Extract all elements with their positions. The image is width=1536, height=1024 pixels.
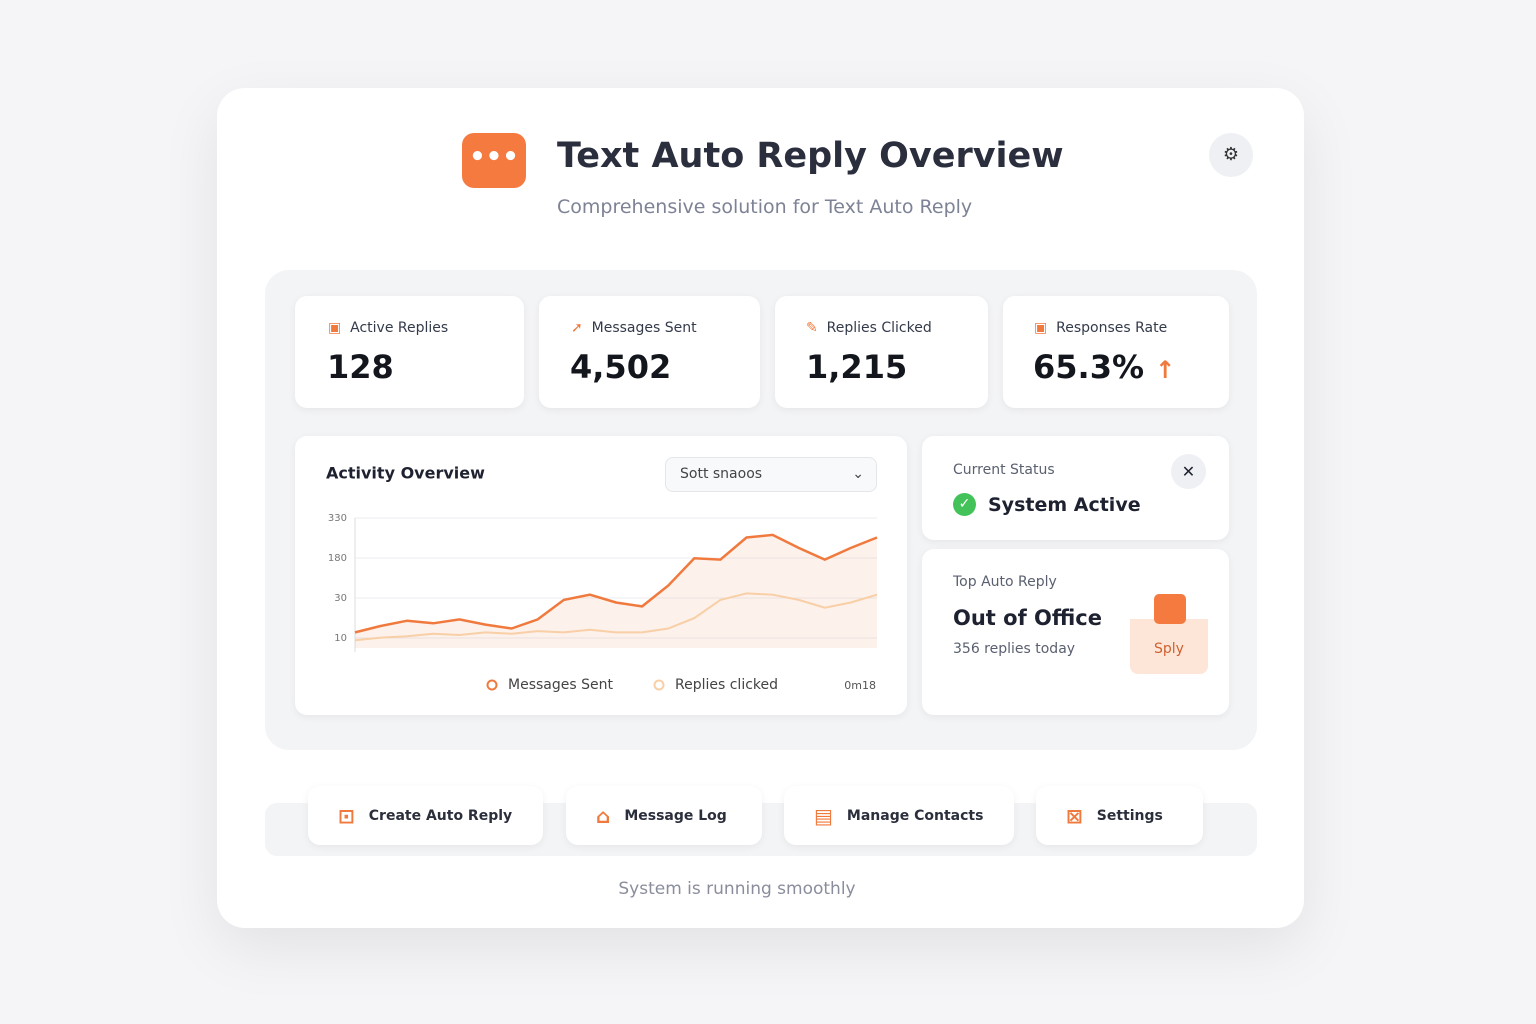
stat-label: ▣ Active Replies [328, 320, 449, 336]
stat-label-text: Replies Clicked [826, 320, 932, 336]
envelope-icon [1154, 594, 1186, 624]
action-button[interactable]: ▤ Manage Contacts [784, 786, 1014, 845]
stat-value: 1,215 [806, 348, 908, 386]
stat-label: ▣ Responses Rate [1034, 320, 1168, 336]
page-title: Text Auto Reply Overview [557, 136, 1064, 176]
action-button[interactable]: ⊡ Create Auto Reply [308, 786, 543, 845]
top-reply-card: Top Auto Reply Out of Office 356 replies… [922, 549, 1229, 715]
stat-label-text: Responses Rate [1056, 320, 1168, 336]
chart-title: Activity Overview [326, 464, 485, 483]
stat-value: 128 [327, 348, 394, 386]
stat-label: ✎ Replies Clicked [806, 320, 932, 336]
page-subtitle: Comprehensive solution for Text Auto Rep… [557, 196, 973, 218]
legend-label: Replies clicked [675, 677, 778, 693]
status-label: Current Status [953, 462, 1055, 478]
legend-swatch [486, 679, 498, 691]
y-tick-label: 180 [328, 553, 347, 564]
top-reply-subtitle: 356 replies today [953, 641, 1076, 657]
stat-label: ➚ Messages Sent [571, 320, 697, 336]
y-tick-label: 30 [334, 593, 347, 604]
stat-card: ▣ Responses Rate 65.3% ↑ [1003, 296, 1229, 408]
chart-footnote: 0m18 [844, 679, 876, 692]
action-button[interactable]: ⊠ Settings [1036, 786, 1203, 845]
close-button[interactable]: ✕ [1171, 454, 1206, 489]
app-icon: ••• [462, 133, 526, 188]
y-tick-label: 10 [334, 633, 347, 644]
stat-label-text: Messages Sent [591, 320, 697, 336]
stat-card: ➚ Messages Sent 4,502 [539, 296, 760, 408]
reply-button[interactable]: Sply [1154, 641, 1184, 657]
series-line [354, 533, 878, 634]
status-card: Current Status ✓ System Active ✕ [922, 436, 1229, 540]
stat-card: ✎ Replies Clicked 1,215 [775, 296, 988, 408]
action-label: Create Auto Reply [368, 807, 513, 824]
chart-dropdown[interactable]: Sott snaoos ⌄ [665, 457, 877, 492]
stat-card: ▣ Active Replies 128 [295, 296, 524, 408]
top-reply-label: Top Auto Reply [953, 574, 1057, 590]
settings-button[interactable]: ⚙ [1209, 133, 1253, 177]
dropdown-text: Sott snaoos [680, 466, 763, 482]
stat-value: 65.3% ↑ [1033, 348, 1176, 386]
action-button[interactable]: ⌂ Message Log [566, 786, 762, 845]
legend-swatch [653, 679, 665, 691]
y-tick-label: 330 [328, 513, 347, 524]
stat-value-text: 65.3% [1033, 348, 1145, 386]
legend-label: Messages Sent [508, 677, 613, 693]
action-label: Message Log [624, 807, 727, 824]
stat-value: 4,502 [570, 348, 672, 386]
area [355, 534, 877, 648]
action-label: Manage Contacts [846, 807, 984, 824]
action-label: Settings [1096, 807, 1163, 824]
top-reply-title: Out of Office [953, 606, 1102, 630]
series-line [354, 592, 878, 642]
status-value-text: System Active [988, 493, 1141, 516]
stat-label-text: Active Replies [350, 320, 449, 336]
chart: Activity Overview 0m18 330 180 30 10 Message… [326, 464, 878, 693]
footer-text: System is running smoothly [618, 879, 856, 899]
status-value: ✓ System Active [953, 493, 1141, 516]
